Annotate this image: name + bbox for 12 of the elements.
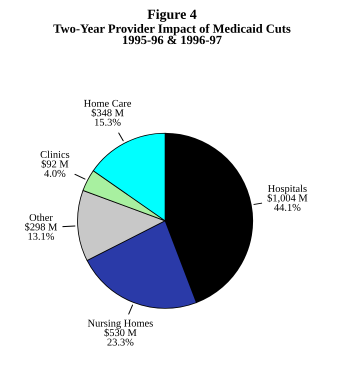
data-label: $348 M 15.3%: [92, 108, 124, 126]
slice-label: Clinics: [40, 150, 70, 158]
data-label: $530 M 23.3%: [104, 328, 136, 346]
chart-subtitle: Two-Year Provider Impact of Medicaid Cuts 1995-96 & 1996-97: [53, 24, 290, 44]
data-label: $1,004 M 44.1%: [268, 194, 308, 211]
data-label: $92 M 4.0%: [42, 160, 68, 177]
slice-label: Home Care: [84, 100, 132, 107]
slice-label: Hospitals: [268, 184, 307, 194]
slice-label: Nursing Homes: [88, 320, 153, 329]
data-label: $298 M 13.1%: [25, 222, 58, 240]
slice-label: Other: [30, 214, 53, 221]
chart-title: Figure 4: [147, 9, 196, 22]
